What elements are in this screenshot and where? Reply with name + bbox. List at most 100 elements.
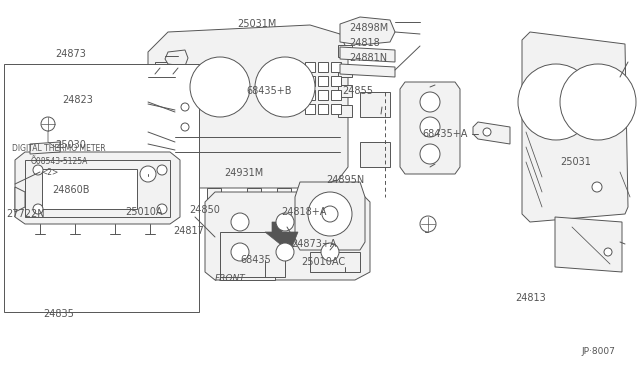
Circle shape xyxy=(420,216,436,232)
Circle shape xyxy=(322,206,338,222)
Text: 68435: 68435 xyxy=(240,256,271,265)
Circle shape xyxy=(276,243,294,261)
Circle shape xyxy=(518,64,594,140)
Polygon shape xyxy=(15,152,180,224)
Circle shape xyxy=(420,92,440,112)
Polygon shape xyxy=(360,92,390,117)
Bar xyxy=(338,105,352,117)
Polygon shape xyxy=(148,25,348,188)
Text: 25031: 25031 xyxy=(560,157,591,167)
Bar xyxy=(305,76,315,86)
Bar xyxy=(277,188,291,203)
Polygon shape xyxy=(310,252,360,272)
Bar xyxy=(331,76,341,86)
Text: <2>: <2> xyxy=(42,169,59,177)
Bar xyxy=(207,188,221,203)
Polygon shape xyxy=(30,142,60,154)
Text: 24818: 24818 xyxy=(349,38,380,48)
Polygon shape xyxy=(555,217,622,272)
Text: 25010AC: 25010AC xyxy=(301,257,345,267)
Text: 24873+A: 24873+A xyxy=(291,239,337,248)
Bar xyxy=(305,90,315,100)
Circle shape xyxy=(321,243,339,261)
Text: JP·8007: JP·8007 xyxy=(581,347,615,356)
Polygon shape xyxy=(295,182,365,250)
Polygon shape xyxy=(340,47,395,62)
Text: 24850: 24850 xyxy=(189,205,220,215)
Circle shape xyxy=(181,123,189,131)
Circle shape xyxy=(255,57,315,117)
Text: 24881N: 24881N xyxy=(349,53,387,62)
Polygon shape xyxy=(205,192,370,280)
Circle shape xyxy=(420,117,440,137)
Circle shape xyxy=(140,166,156,182)
Text: 24931M: 24931M xyxy=(224,168,263,178)
Text: 24817: 24817 xyxy=(173,226,204,235)
Bar xyxy=(338,45,352,57)
Bar xyxy=(305,104,315,114)
Bar xyxy=(318,104,328,114)
Text: 24813: 24813 xyxy=(515,293,546,302)
Circle shape xyxy=(190,57,250,117)
Bar xyxy=(155,62,173,74)
Text: DIGITAL THERMO METER: DIGITAL THERMO METER xyxy=(12,144,105,153)
Bar xyxy=(42,169,137,209)
Circle shape xyxy=(33,165,43,175)
Bar xyxy=(307,188,321,203)
Polygon shape xyxy=(165,50,188,66)
Text: 68435+A: 68435+A xyxy=(422,129,468,139)
Bar xyxy=(177,188,191,203)
Bar xyxy=(318,76,328,86)
Circle shape xyxy=(157,204,167,214)
Text: 24855: 24855 xyxy=(342,86,373,96)
Text: 24823: 24823 xyxy=(62,96,93,105)
Polygon shape xyxy=(15,187,25,212)
Text: Õ08543-5125A: Õ08543-5125A xyxy=(31,157,88,166)
Text: 24835: 24835 xyxy=(44,310,74,319)
Circle shape xyxy=(592,182,602,192)
Text: 24898M: 24898M xyxy=(349,23,388,33)
Text: 24873: 24873 xyxy=(56,49,86,59)
Text: 24860B: 24860B xyxy=(52,185,90,195)
Bar xyxy=(331,90,341,100)
Text: 25010A: 25010A xyxy=(125,207,163,217)
Bar xyxy=(331,104,341,114)
Text: 27722N: 27722N xyxy=(6,209,45,219)
Bar xyxy=(318,62,328,72)
Bar xyxy=(318,90,328,100)
Text: 24895N: 24895N xyxy=(326,176,365,185)
Text: 68435+B: 68435+B xyxy=(246,86,292,96)
Circle shape xyxy=(420,144,440,164)
Circle shape xyxy=(308,192,352,236)
Bar xyxy=(338,65,352,77)
Bar xyxy=(25,160,170,217)
Circle shape xyxy=(321,213,339,231)
Circle shape xyxy=(231,243,249,261)
Bar xyxy=(338,85,352,97)
Text: FRONT: FRONT xyxy=(214,274,245,283)
Bar xyxy=(220,240,275,280)
Text: 24818+A: 24818+A xyxy=(282,207,327,217)
Circle shape xyxy=(41,117,55,131)
Circle shape xyxy=(33,204,43,214)
Polygon shape xyxy=(340,64,395,77)
Bar xyxy=(331,62,341,72)
Polygon shape xyxy=(360,142,390,167)
Bar xyxy=(130,170,148,178)
Bar xyxy=(305,62,315,72)
Circle shape xyxy=(181,103,189,111)
Polygon shape xyxy=(220,232,285,277)
Circle shape xyxy=(560,64,636,140)
Circle shape xyxy=(604,248,612,256)
Text: 25030: 25030 xyxy=(56,140,86,150)
Polygon shape xyxy=(522,32,628,222)
Polygon shape xyxy=(265,222,298,252)
Polygon shape xyxy=(340,17,395,45)
Polygon shape xyxy=(473,122,510,144)
Text: 25031M: 25031M xyxy=(237,19,276,29)
Circle shape xyxy=(231,213,249,231)
Bar xyxy=(4,64,199,312)
Polygon shape xyxy=(400,82,460,174)
Circle shape xyxy=(483,128,491,136)
Circle shape xyxy=(157,165,167,175)
